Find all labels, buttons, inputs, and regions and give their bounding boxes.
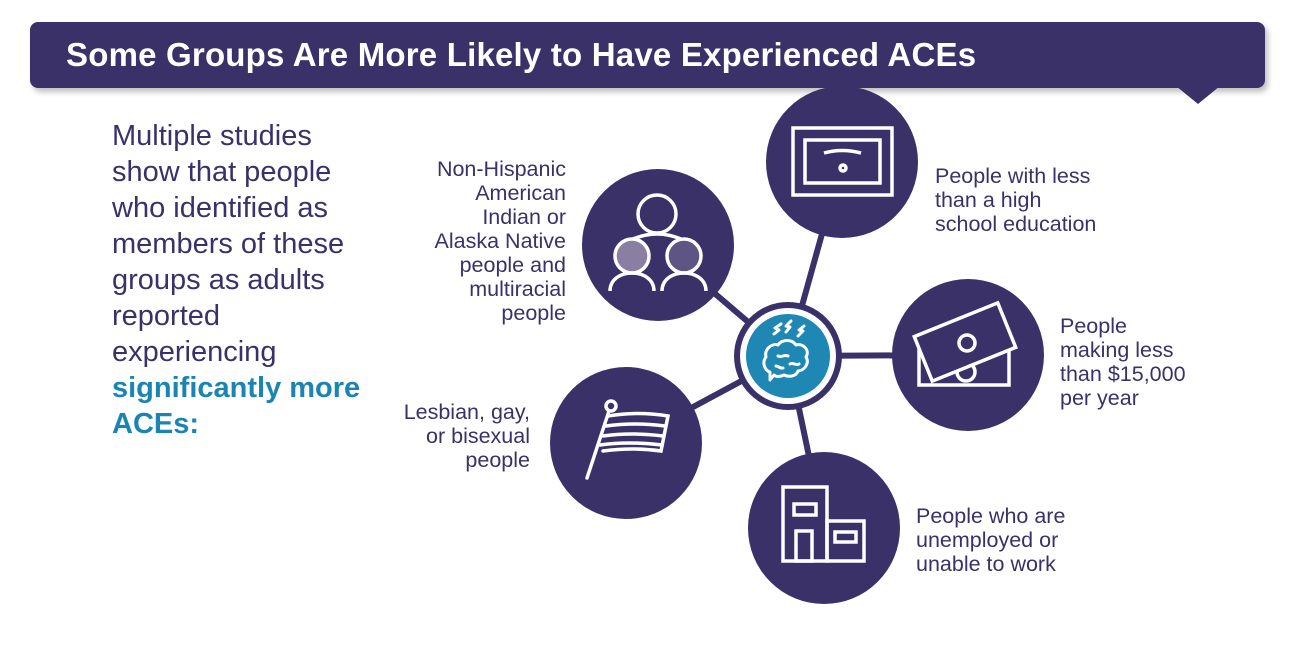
brain-stress-icon <box>734 302 842 410</box>
label-line: per year <box>1060 386 1139 410</box>
label-line: Indian or <box>482 205 566 229</box>
label-education: People with less than a high school educ… <box>935 164 1096 236</box>
label-line: unable to work <box>916 552 1056 576</box>
money-icon <box>892 279 1044 431</box>
label-line: People with less <box>935 164 1091 188</box>
label-line: than a high <box>935 188 1042 212</box>
label-line: multiracial <box>469 277 566 301</box>
label-income: People making less than $15,000 per year <box>1060 314 1186 410</box>
label-line: unemployed or <box>916 528 1059 552</box>
label-line: Alaska Native <box>434 229 566 253</box>
label-lgb: Lesbian, gay, or bisexual people <box>404 400 530 472</box>
label-line: or bisexual <box>426 424 530 448</box>
intro-text: Multiple studies show that people who id… <box>112 118 372 442</box>
banner-pointer <box>1176 86 1220 104</box>
intro-body: Multiple studies show that people who id… <box>112 120 345 368</box>
page-title: Some Groups Are More Likely to Have Expe… <box>66 36 977 73</box>
label-line: making less <box>1060 338 1174 362</box>
diploma-icon <box>766 86 918 238</box>
label-line: Non-Hispanic <box>436 157 566 181</box>
label-line: people <box>465 448 530 472</box>
label-line: Lesbian, gay, <box>403 400 530 424</box>
label-line: people <box>501 301 566 325</box>
building-icon <box>748 452 900 604</box>
intro-highlight: significantly more ACEs: <box>112 372 361 440</box>
label-line: school education <box>935 212 1097 236</box>
label-line: People who are <box>916 504 1066 528</box>
people-group-icon <box>582 169 734 321</box>
label-line: people and <box>459 253 566 277</box>
label-line: People <box>1060 314 1127 338</box>
label-native-multiracial: Non-Hispanic American Indian or Alaska N… <box>435 157 566 325</box>
label-line: American <box>475 181 566 205</box>
flag-icon <box>550 367 702 519</box>
label-line: than $15,000 <box>1060 362 1186 386</box>
title-banner: Some Groups Are More Likely to Have Expe… <box>30 22 1265 88</box>
label-unemployed: People who are unemployed or unable to w… <box>916 504 1065 576</box>
